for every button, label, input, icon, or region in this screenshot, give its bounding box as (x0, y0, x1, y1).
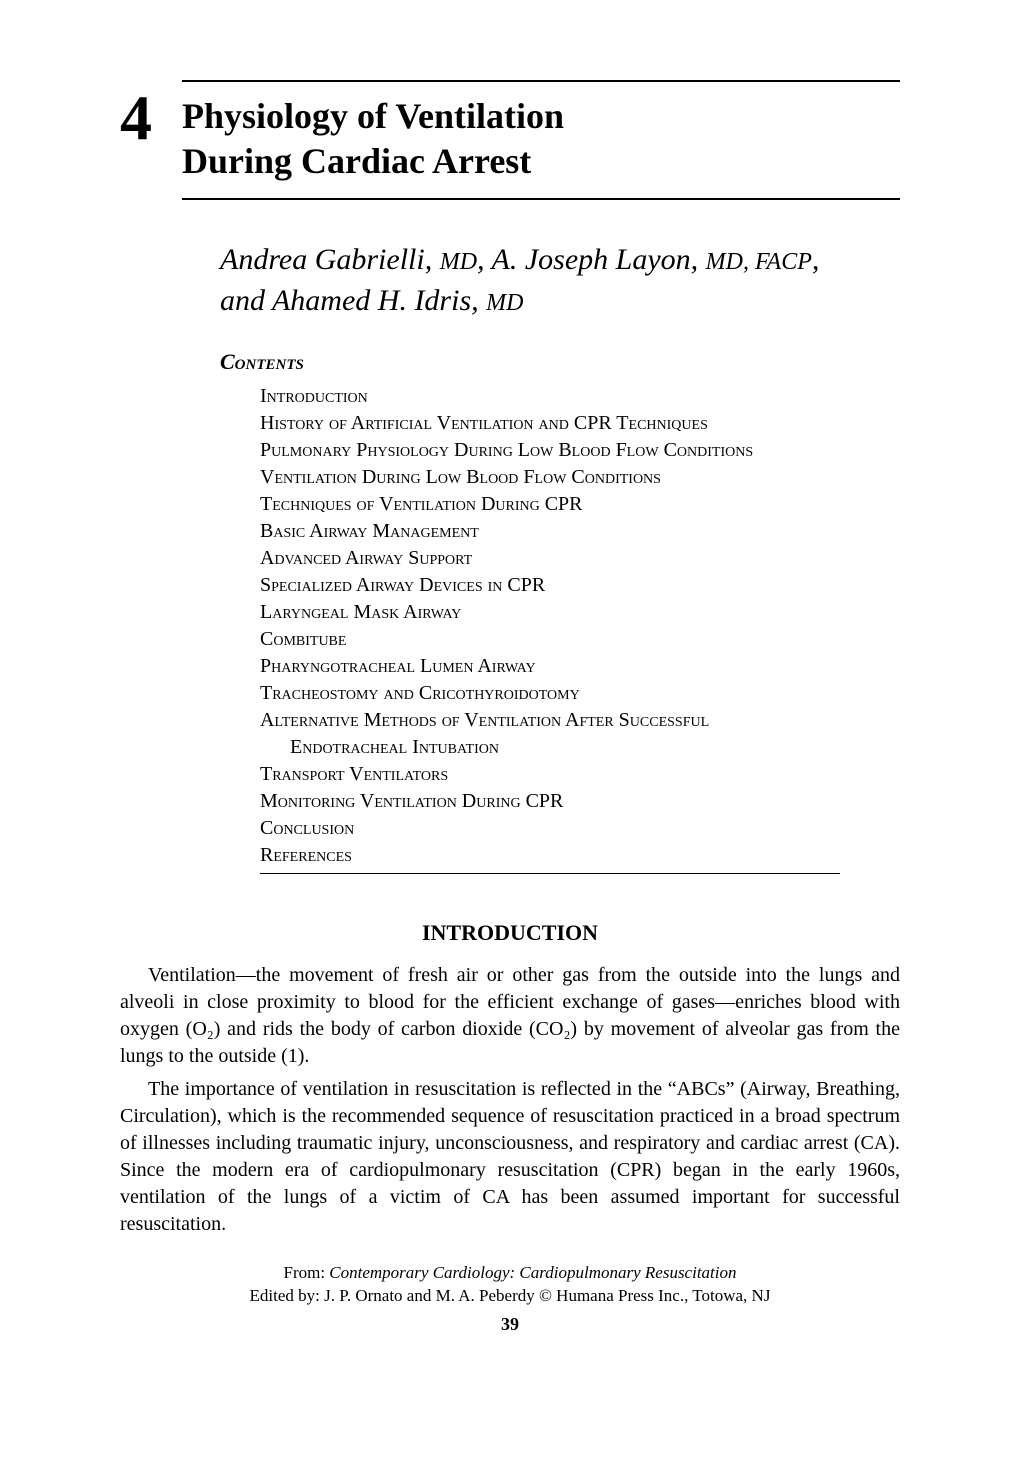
contents-item: Conclusion (260, 815, 840, 842)
contents-item: Ventilation During Low Blood Flow Condit… (260, 464, 840, 491)
footer-edited-by: Edited by: J. P. Ornato and M. A. Peberd… (250, 1286, 771, 1305)
title-rule-top (182, 80, 900, 82)
contents-block: Contents IntroductionHistory of Artifici… (220, 349, 900, 874)
chapter-title-line1: Physiology of Ventilation (182, 96, 564, 136)
author-2-credentials: MD, FACP (706, 249, 812, 275)
author-sep-1: , (477, 243, 491, 276)
contents-item: Transport Ventilators (260, 761, 840, 788)
contents-item: Specialized Airway Devices in CPR (260, 572, 840, 599)
author-3-name: Ahamed H. Idris, (272, 284, 486, 317)
body-paragraph: The importance of ventilation in resusci… (120, 1076, 900, 1238)
contents-item: Tracheostomy and Cricothyroidotomy (260, 680, 840, 707)
chapter-number: 4 (120, 80, 152, 150)
contents-item: Techniques of Ventilation During CPR (260, 491, 840, 518)
contents-item: References (260, 842, 840, 869)
chapter-header: 4 Physiology of Ventilation During Cardi… (120, 80, 900, 200)
contents-list: IntroductionHistory of Artificial Ventil… (260, 383, 840, 869)
contents-item: Pharyngotracheal Lumen Airway (260, 653, 840, 680)
body-paragraph: Ventilation—the movement of fresh air or… (120, 962, 900, 1070)
contents-item: Introduction (260, 383, 840, 410)
contents-item: History of Artificial Ventilation and CP… (260, 410, 840, 437)
author-1-credentials: MD (440, 249, 477, 275)
author-1-name: Andrea Gabrielli, (220, 243, 440, 276)
author-sep-2: , (812, 243, 820, 276)
title-rule-bottom (182, 198, 900, 200)
contents-item: Endotracheal Intubation (260, 734, 840, 761)
footer-from-label: From: (283, 1263, 329, 1282)
chapter-title-line2: During Cardiac Arrest (182, 141, 531, 181)
author-line2-lead: and (220, 284, 272, 317)
footer-source: From: Contemporary Cardiology: Cardiopul… (120, 1262, 900, 1308)
author-3-credentials: MD (486, 290, 523, 316)
contents-item: Monitoring Ventilation During CPR (260, 788, 840, 815)
section-heading-introduction: INTRODUCTION (120, 920, 900, 946)
authors-block: Andrea Gabrielli, MD, A. Joseph Layon, M… (220, 240, 900, 321)
page-number: 39 (120, 1314, 900, 1335)
contents-item: Advanced Airway Support (260, 545, 840, 572)
chapter-title: Physiology of Ventilation During Cardiac… (182, 90, 900, 188)
contents-rule (260, 873, 840, 874)
author-2-name: A. Joseph Layon, (492, 243, 706, 276)
contents-item: Alternative Methods of Ventilation After… (260, 707, 840, 734)
contents-item: Basic Airway Management (260, 518, 840, 545)
contents-item: Combitube (260, 626, 840, 653)
contents-item: Pulmonary Physiology During Low Blood Fl… (260, 437, 840, 464)
contents-item: Laryngeal Mask Airway (260, 599, 840, 626)
contents-heading: Contents (220, 349, 900, 375)
chapter-title-block: Physiology of Ventilation During Cardiac… (182, 80, 900, 200)
footer-from-title: Contemporary Cardiology: Cardiopulmonary… (329, 1263, 736, 1282)
